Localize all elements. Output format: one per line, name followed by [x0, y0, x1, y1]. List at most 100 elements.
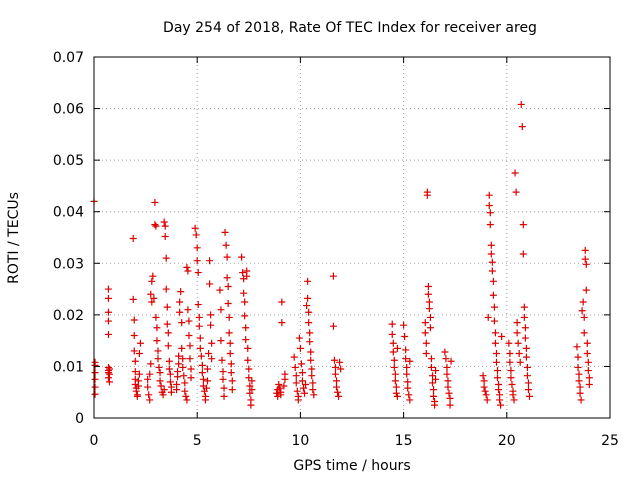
data-point: [157, 382, 165, 390]
data-point: [403, 363, 411, 371]
data-point: [574, 353, 582, 361]
data-point: [240, 289, 248, 297]
data-point: [91, 369, 99, 377]
data-point: [485, 202, 493, 210]
data-point: [226, 350, 234, 358]
data-point: [136, 339, 144, 347]
data-point: [516, 358, 524, 366]
data-point: [584, 367, 592, 375]
data-point: [206, 257, 214, 265]
data-point: [277, 391, 285, 399]
data-point: [426, 313, 434, 321]
data-point: [146, 396, 154, 404]
data-point: [273, 389, 281, 397]
data-point: [104, 330, 112, 338]
data-point: [207, 311, 215, 319]
data-point: [245, 374, 253, 382]
data-point: [576, 389, 584, 397]
data-point: [147, 290, 155, 298]
data-point: [392, 383, 400, 391]
data-point: [337, 365, 345, 373]
data-point: [488, 267, 496, 275]
data-points: [90, 100, 593, 409]
data-point: [573, 343, 581, 351]
y-axis-label: ROTI / TECUs: [6, 192, 22, 284]
data-point: [428, 372, 436, 380]
data-point: [223, 274, 231, 282]
data-point: [155, 363, 163, 371]
data-point: [519, 250, 527, 258]
data-point: [153, 324, 161, 332]
data-point: [526, 392, 534, 400]
y-tick-label: 0.04: [53, 205, 84, 221]
data-point: [166, 370, 174, 378]
data-point: [483, 396, 491, 404]
data-point: [205, 350, 213, 358]
data-point: [422, 339, 430, 347]
data-point: [247, 401, 255, 409]
data-point: [428, 379, 436, 387]
data-point: [393, 392, 401, 400]
data-point: [306, 338, 314, 346]
data-point: [425, 298, 433, 306]
data-point: [576, 383, 584, 391]
data-point: [241, 312, 249, 320]
data-point: [151, 198, 159, 206]
data-point: [491, 339, 499, 347]
data-point: [175, 360, 183, 368]
data-point: [91, 361, 99, 369]
data-point: [164, 342, 172, 350]
chart-title: Day 254 of 2018, Rate Of TEC Index for r…: [163, 20, 537, 36]
data-point: [133, 392, 141, 400]
data-point: [524, 386, 532, 394]
y-tick-label: 0.06: [53, 102, 84, 118]
data-point: [392, 389, 400, 397]
data-point: [104, 294, 112, 302]
data-point: [202, 384, 210, 392]
data-point: [582, 260, 590, 268]
x-tick-label: 25: [601, 433, 619, 449]
data-point: [489, 291, 497, 299]
data-point: [276, 384, 284, 392]
data-point: [156, 377, 164, 385]
data-point: [400, 321, 408, 329]
data-point: [164, 329, 172, 337]
data-point: [447, 357, 455, 365]
data-point: [163, 303, 171, 311]
data-point: [226, 339, 234, 347]
data-point: [422, 350, 430, 358]
x-axis-label: GPS time / hours: [293, 458, 410, 474]
data-point: [181, 387, 189, 395]
data-point: [402, 355, 410, 363]
data-point: [494, 367, 502, 375]
data-point: [489, 277, 497, 285]
data-point: [281, 370, 289, 378]
data-point: [91, 390, 99, 398]
data-point: [104, 317, 112, 325]
y-tick-label: 0.05: [53, 153, 84, 169]
data-point: [401, 333, 409, 341]
data-point: [153, 337, 161, 345]
data-point: [299, 384, 307, 392]
data-point: [160, 386, 168, 394]
data-point: [104, 285, 112, 293]
data-point: [390, 363, 398, 371]
data-point: [204, 377, 212, 385]
data-point: [510, 396, 518, 404]
data-point: [443, 363, 451, 371]
data-point: [444, 377, 452, 385]
data-point: [198, 361, 206, 369]
data-point: [185, 331, 193, 339]
data-point: [487, 250, 495, 258]
data-point: [221, 228, 229, 236]
data-point: [295, 334, 303, 342]
data-point: [333, 377, 341, 385]
data-point: [494, 374, 502, 382]
data-point: [305, 308, 313, 316]
data-point: [427, 363, 435, 371]
data-point: [523, 363, 531, 371]
data-point: [131, 368, 139, 376]
data-point: [144, 375, 152, 383]
data-point: [132, 387, 140, 395]
data-point: [278, 298, 286, 306]
